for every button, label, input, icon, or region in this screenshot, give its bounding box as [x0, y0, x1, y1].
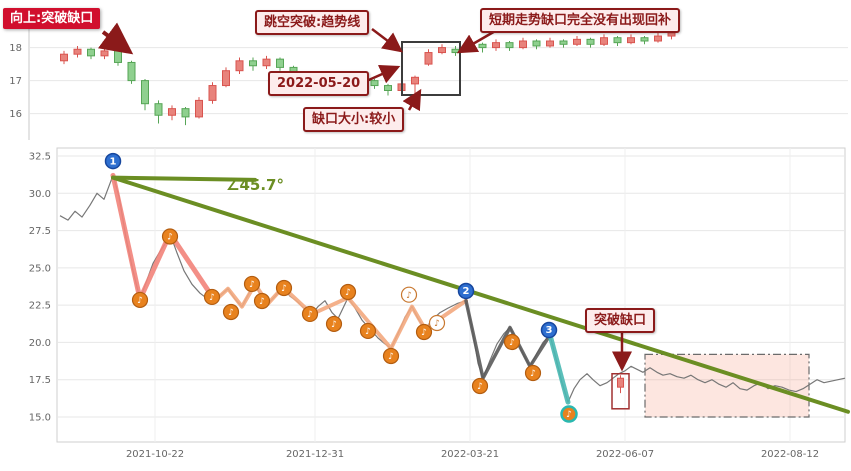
svg-text:2021-10-22: 2021-10-22: [126, 449, 184, 460]
svg-text:♪: ♪: [281, 284, 287, 294]
svg-text:2021-12-31: 2021-12-31: [286, 449, 344, 460]
svg-text:♪: ♪: [331, 320, 337, 330]
svg-text:32.5: 32.5: [29, 152, 51, 163]
svg-text:♪: ♪: [259, 297, 265, 307]
svg-text:22.5: 22.5: [29, 301, 51, 312]
svg-text:♪: ♪: [137, 296, 143, 306]
svg-text:♪: ♪: [566, 410, 572, 420]
gap-jump-trendline-label: 跳空突破:趋势线: [255, 10, 370, 35]
svg-text:25.0: 25.0: [29, 263, 51, 274]
svg-text:♪: ♪: [509, 338, 515, 348]
no-backfill-label: 短期走势缺口完全没有出现回补: [480, 8, 681, 33]
svg-text:♪: ♪: [209, 293, 215, 303]
svg-text:♪: ♪: [406, 291, 412, 301]
svg-text:♪: ♪: [167, 233, 173, 243]
trendline-angle-label: ∠45.7°: [226, 176, 284, 194]
gap-date-label: 2022-05-20: [268, 71, 370, 96]
svg-text:30.0: 30.0: [29, 189, 51, 200]
gap-size-label: 缺口大小:较小: [303, 107, 405, 132]
svg-text:17.5: 17.5: [29, 375, 51, 386]
svg-text:2022-03-21: 2022-03-21: [441, 449, 499, 460]
svg-text:2022-08-12: 2022-08-12: [761, 449, 819, 460]
svg-text:♪: ♪: [388, 352, 394, 362]
svg-text:18: 18: [9, 43, 22, 54]
svg-text:16: 16: [9, 109, 22, 120]
svg-text:♪: ♪: [307, 310, 313, 320]
svg-text:2022-06-07: 2022-06-07: [596, 449, 654, 460]
svg-text:15.0: 15.0: [29, 412, 51, 423]
svg-text:27.5: 27.5: [29, 226, 51, 237]
svg-text:3: 3: [546, 325, 553, 336]
svg-text:♪: ♪: [477, 382, 483, 392]
svg-text:17: 17: [9, 76, 22, 87]
svg-text:♪: ♪: [421, 328, 427, 338]
svg-text:1: 1: [110, 156, 117, 167]
svg-text:♪: ♪: [530, 369, 536, 379]
breakout-gap-label: 突破缺口: [585, 308, 656, 333]
svg-text:♪: ♪: [345, 288, 351, 298]
gap-direction-label: 向上:突破缺口: [3, 8, 101, 29]
svg-text:♪: ♪: [228, 308, 234, 318]
svg-text:2: 2: [463, 286, 470, 297]
svg-text:20.0: 20.0: [29, 338, 51, 349]
svg-text:♪: ♪: [365, 327, 371, 337]
svg-text:♪: ♪: [249, 280, 255, 290]
svg-text:♪: ♪: [434, 319, 440, 329]
